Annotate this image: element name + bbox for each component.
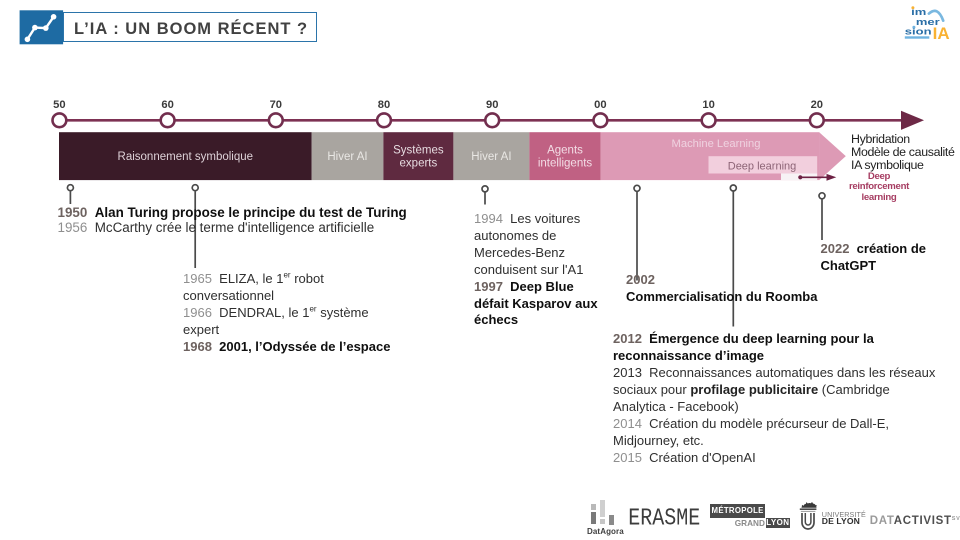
svg-text:IA: IA: [933, 24, 950, 43]
svg-text:Machine Learning: Machine Learning: [672, 138, 761, 150]
svg-text:Systèmes: Systèmes: [393, 145, 444, 157]
svg-text:50: 50: [53, 99, 65, 111]
svg-text:Hiver AI: Hiver AI: [471, 151, 511, 163]
svg-text:70: 70: [270, 99, 282, 111]
svg-text:90: 90: [486, 99, 498, 111]
svg-text:10: 10: [702, 99, 714, 111]
svg-text:experts: experts: [400, 158, 438, 170]
svg-text:00: 00: [594, 99, 606, 111]
svg-text:20: 20: [811, 99, 823, 111]
svg-text:Agents: Agents: [547, 145, 583, 157]
svg-text:Raisonnement symbolique: Raisonnement symbolique: [118, 151, 254, 163]
svg-text:80: 80: [378, 99, 390, 111]
svg-text:sion: sion: [905, 27, 932, 37]
svg-text:Deep learning: Deep learning: [728, 160, 797, 172]
svg-text:Hiver AI: Hiver AI: [327, 151, 367, 163]
svg-text:intelligents: intelligents: [538, 158, 593, 170]
svg-text:im: im: [911, 8, 926, 18]
svg-text:mer: mer: [916, 18, 940, 28]
svg-text:60: 60: [161, 99, 173, 111]
